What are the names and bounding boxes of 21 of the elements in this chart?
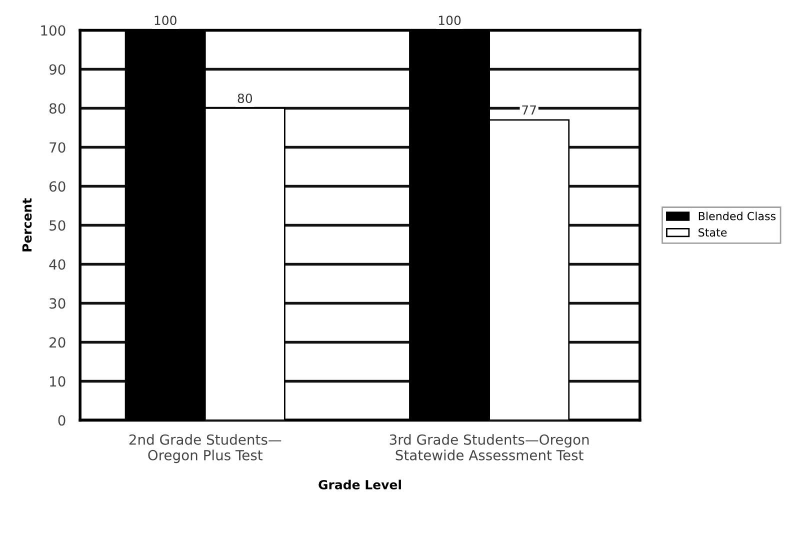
y-tick-label: 10 [50,376,66,387]
x-axis-title: Grade Level [318,480,401,490]
y-tick-label: 70 [50,142,66,153]
data-label: 80 [238,94,252,104]
y-tick-label: 60 [50,181,66,192]
data-label: 100 [154,16,176,26]
y-tick-label: 50 [50,220,66,231]
y-tick-label: 90 [49,64,66,75]
legend-label: Blended Class [698,212,776,220]
y-tick-label: 80 [49,103,66,114]
data-label: 100 [438,16,461,26]
y-tick-label: 40 [49,259,66,270]
y-tick-label: 30 [50,298,66,309]
y-tick-label: 0 [58,415,66,426]
x-tick-label: 2nd Grade Students— Oregon Plus Test [129,434,282,464]
y-axis-title: Percent [22,198,32,252]
y-tick-label: 20 [50,337,66,348]
data-label: 77 [522,105,536,115]
x-tick-label: 3rd Grade Students—Oregon Statewide Assessment Test [390,434,589,460]
legend-label: State [698,228,727,237]
y-tick-label: 100 [41,25,66,36]
